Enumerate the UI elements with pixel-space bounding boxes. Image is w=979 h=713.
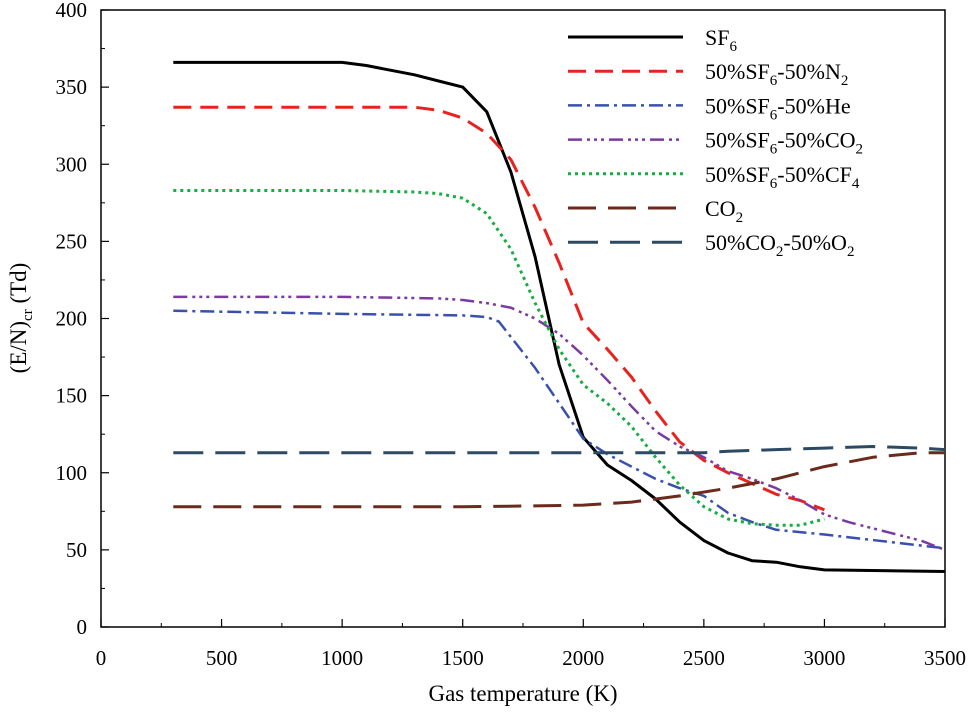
series-lines <box>173 60 946 573</box>
y-tick-label: 200 <box>56 307 88 331</box>
y-tick-label: 50 <box>66 538 87 562</box>
series-line-6 <box>173 445 946 455</box>
series-line-3 <box>173 295 946 552</box>
y-tick-label: 250 <box>56 229 88 253</box>
series-line-5 <box>173 451 945 509</box>
y-tick-label: 100 <box>56 461 88 485</box>
x-tick-label: 2000 <box>562 646 604 670</box>
legend-label-5: CO2 <box>705 196 743 226</box>
x-tick-label: 0 <box>96 646 107 670</box>
series-line-1 <box>173 105 825 512</box>
y-axis: 0 50 100 150 200 250 300 350 400 <box>56 0 109 639</box>
legend: SF6 50%SF6-50%N2 50%SF6-50%He 50%SF6-50%CO2… <box>568 25 863 260</box>
x-tick-label: 1000 <box>321 646 363 670</box>
x-tick-label: 3500 <box>924 646 966 670</box>
legend-label-3: 50%SF6-50%CO2 <box>705 128 863 158</box>
x-axis: 0 500 1000 1500 2000 2500 3000 3500 <box>96 619 966 670</box>
x-tick-label: 2500 <box>683 646 725 670</box>
x-tick-label: 3000 <box>803 646 845 670</box>
y-tick-label: 350 <box>56 75 88 99</box>
y-tick-label: 400 <box>56 0 88 22</box>
legend-label-1: 50%SF6-50%N2 <box>705 59 848 89</box>
x-tick-label: 500 <box>206 646 238 670</box>
legend-label-2: 50%SF6-50%He <box>705 93 851 123</box>
x-axis-title: Gas temperature (K) <box>428 681 617 706</box>
y-axis-title: (E/N)cr (Td) <box>6 263 36 374</box>
legend-label-4: 50%SF6-50%CF4 <box>705 162 860 192</box>
y-tick-label: 0 <box>77 615 88 639</box>
x-tick-label: 1500 <box>442 646 484 670</box>
series-line-4 <box>173 189 825 527</box>
legend-label-0: SF6 <box>705 25 737 55</box>
y-tick-label: 300 <box>56 152 88 176</box>
legend-label-6: 50%CO2-50%O2 <box>705 230 854 260</box>
y-tick-label: 150 <box>56 384 88 408</box>
